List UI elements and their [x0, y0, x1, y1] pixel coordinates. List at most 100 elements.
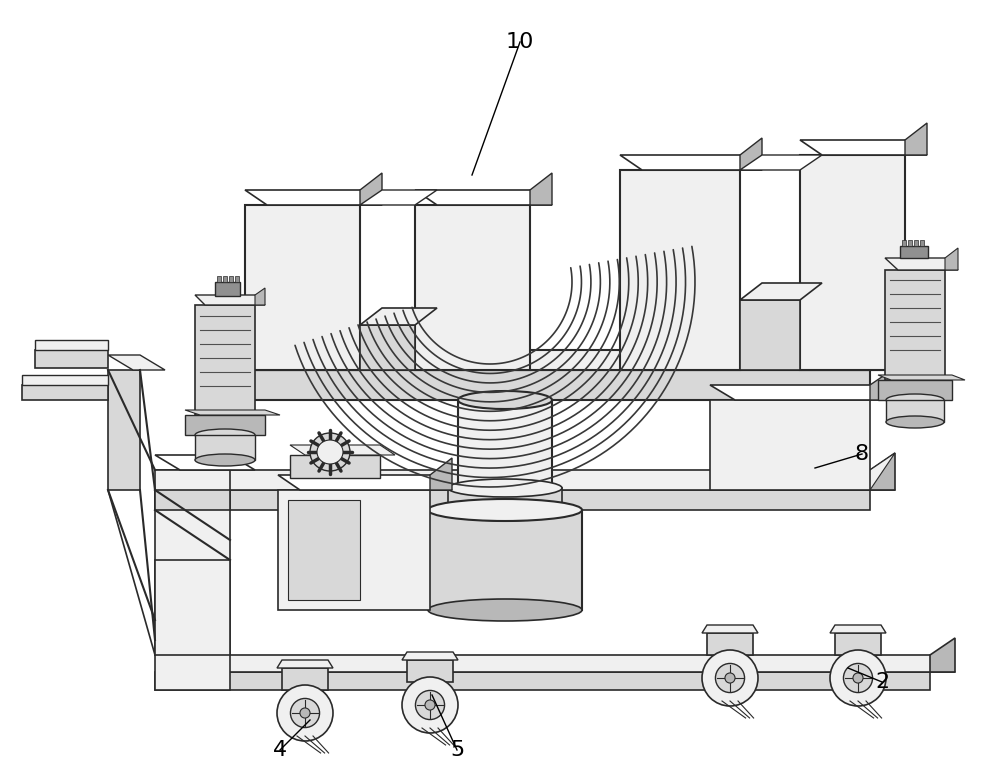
Text: 5: 5 — [450, 740, 464, 760]
Polygon shape — [155, 490, 870, 510]
Polygon shape — [230, 350, 895, 370]
Polygon shape — [885, 258, 958, 270]
Circle shape — [402, 677, 458, 733]
Polygon shape — [223, 276, 227, 282]
Polygon shape — [278, 490, 430, 610]
Polygon shape — [878, 375, 965, 380]
Polygon shape — [870, 333, 895, 370]
Polygon shape — [830, 625, 886, 633]
Polygon shape — [920, 240, 924, 246]
Ellipse shape — [886, 394, 944, 406]
Polygon shape — [620, 155, 762, 170]
Polygon shape — [217, 276, 221, 282]
Polygon shape — [428, 510, 582, 610]
Polygon shape — [290, 455, 380, 478]
Polygon shape — [702, 625, 758, 633]
Polygon shape — [407, 660, 453, 682]
Polygon shape — [360, 308, 437, 325]
Polygon shape — [740, 300, 800, 370]
Polygon shape — [35, 350, 108, 368]
Circle shape — [715, 663, 745, 692]
Polygon shape — [458, 400, 552, 490]
Circle shape — [830, 650, 886, 706]
Ellipse shape — [458, 391, 552, 409]
Circle shape — [843, 663, 873, 692]
Circle shape — [425, 700, 435, 710]
Polygon shape — [155, 655, 955, 672]
Text: 2: 2 — [875, 672, 889, 692]
Polygon shape — [108, 355, 165, 370]
Ellipse shape — [428, 499, 582, 521]
Ellipse shape — [317, 440, 343, 464]
Polygon shape — [155, 490, 230, 510]
Polygon shape — [108, 370, 140, 490]
Polygon shape — [155, 672, 930, 690]
Ellipse shape — [428, 599, 582, 621]
Polygon shape — [195, 435, 255, 460]
Polygon shape — [155, 470, 895, 490]
Polygon shape — [282, 668, 328, 690]
Polygon shape — [707, 633, 753, 655]
Polygon shape — [740, 155, 822, 170]
Circle shape — [853, 673, 863, 683]
Polygon shape — [740, 283, 822, 300]
Polygon shape — [230, 370, 870, 400]
Polygon shape — [288, 500, 360, 600]
Polygon shape — [185, 410, 280, 415]
Polygon shape — [245, 205, 360, 370]
Polygon shape — [930, 638, 955, 672]
Polygon shape — [155, 560, 230, 655]
Polygon shape — [530, 173, 552, 205]
Polygon shape — [710, 385, 895, 400]
Circle shape — [415, 691, 445, 719]
Polygon shape — [800, 453, 895, 490]
Polygon shape — [945, 248, 958, 270]
Polygon shape — [448, 488, 562, 512]
Polygon shape — [235, 276, 239, 282]
Polygon shape — [290, 445, 395, 455]
Ellipse shape — [195, 454, 255, 466]
Polygon shape — [402, 652, 458, 660]
Ellipse shape — [310, 433, 350, 471]
Circle shape — [300, 708, 310, 718]
Polygon shape — [885, 270, 945, 380]
Polygon shape — [195, 305, 255, 415]
Ellipse shape — [458, 481, 552, 499]
Ellipse shape — [195, 429, 255, 441]
Text: 8: 8 — [855, 444, 869, 464]
Polygon shape — [229, 276, 233, 282]
Polygon shape — [900, 246, 928, 258]
Circle shape — [725, 673, 735, 683]
Ellipse shape — [448, 479, 562, 497]
Polygon shape — [620, 170, 740, 370]
Ellipse shape — [448, 503, 562, 521]
Polygon shape — [360, 173, 382, 205]
Polygon shape — [905, 123, 927, 155]
Polygon shape — [155, 470, 230, 690]
Polygon shape — [155, 455, 255, 470]
Polygon shape — [800, 140, 927, 155]
Polygon shape — [870, 453, 895, 490]
Polygon shape — [185, 415, 265, 435]
Polygon shape — [415, 190, 552, 205]
Polygon shape — [908, 240, 912, 246]
Polygon shape — [430, 458, 452, 490]
Polygon shape — [886, 400, 944, 422]
Polygon shape — [902, 240, 906, 246]
Polygon shape — [195, 295, 265, 305]
Ellipse shape — [886, 416, 944, 428]
Polygon shape — [245, 190, 382, 205]
Polygon shape — [22, 385, 108, 400]
Polygon shape — [360, 325, 415, 370]
Polygon shape — [835, 633, 881, 655]
Polygon shape — [878, 380, 952, 400]
Circle shape — [290, 698, 320, 728]
Polygon shape — [255, 288, 265, 305]
Polygon shape — [215, 282, 240, 296]
Polygon shape — [360, 190, 437, 205]
Text: 4: 4 — [273, 740, 287, 760]
Circle shape — [277, 685, 333, 741]
Circle shape — [702, 650, 758, 706]
Polygon shape — [710, 400, 870, 490]
Polygon shape — [914, 240, 918, 246]
